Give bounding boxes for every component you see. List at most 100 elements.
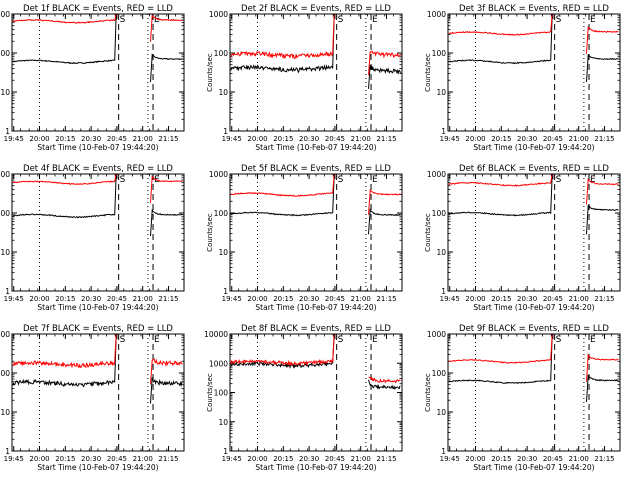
y-tick-label: 10: [218, 88, 228, 97]
x-tick-label: 20:30: [517, 455, 537, 463]
marker-label: S: [338, 175, 344, 185]
x-tick-label: 20:30: [299, 295, 319, 303]
y-tick-label: 10: [0, 248, 10, 257]
x-axis-label: Start Time (10-Feb-07 19:44:20): [37, 143, 158, 152]
x-tick-label: 20:00: [247, 455, 267, 463]
plot-frame: [229, 13, 403, 132]
x-tick-label: 21:15: [158, 455, 178, 463]
series-line-events: [230, 173, 335, 217]
series-line-events: [368, 207, 401, 235]
x-tick-label: 21:00: [351, 455, 371, 463]
plot-title: Det 5f BLACK = Events, RED = LLD: [241, 164, 391, 174]
y-tick-label: 1000: [427, 10, 446, 19]
plot-title: Det 1f BLACK = Events, RED = LLD: [23, 4, 173, 14]
x-tick-label: 21:00: [351, 135, 371, 143]
x-tick-label: 21:15: [376, 135, 396, 143]
plot-frame: [229, 173, 403, 292]
x-tick-label: 20:45: [107, 455, 127, 463]
x-tick-label: 19:45: [4, 295, 24, 303]
series-line-events: [368, 64, 401, 89]
x-tick-label: 20:15: [491, 295, 511, 303]
x-tick-label: 19:45: [440, 295, 460, 303]
series-line-lld: [448, 173, 553, 187]
series-line-lld: [368, 376, 401, 384]
marker-label: E: [372, 335, 378, 345]
plot-frame: [229, 333, 403, 452]
y-axis-label: Counts/sec: [424, 213, 432, 252]
plot-title: Det 9f BLACK = Events, RED = LLD: [459, 324, 609, 334]
y-tick-label: 1: [223, 447, 228, 456]
y-tick-label: 1: [5, 287, 10, 296]
x-tick-label: 20:00: [29, 295, 49, 303]
x-tick-label: 20:15: [55, 455, 75, 463]
series-line-lld: [150, 358, 183, 385]
detector-plot-1: Det 1f BLACK = Events, RED = LLDCounts/s…: [0, 4, 185, 152]
series-line-lld: [150, 13, 183, 42]
plot-frame: [447, 333, 621, 452]
y-axis-label: Counts/sec: [206, 373, 214, 412]
y-tick-label: 100: [0, 49, 10, 58]
y-tick-label: 1000: [209, 359, 228, 368]
x-axis-label: Start Time (10-Feb-07 19:44:20): [473, 303, 594, 312]
y-tick-label: 1: [441, 287, 446, 296]
y-tick-label: 10: [436, 408, 446, 417]
detector-plot-3: Det 3f BLACK = Events, RED = LLD Counts/s…: [424, 4, 621, 152]
x-tick-label: 20:15: [273, 455, 293, 463]
y-tick-label: 1: [5, 447, 10, 456]
x-tick-label: 20:15: [491, 455, 511, 463]
y-tick-label: 10: [0, 408, 10, 417]
y-axis-label: Counts/sec: [206, 213, 214, 252]
x-tick-label: 20:30: [81, 135, 101, 143]
series-line-lld: [586, 353, 619, 382]
x-tick-label: 20:00: [465, 455, 485, 463]
marker-label: S: [556, 335, 562, 345]
detector-plot-4: Det 4f BLACK = Events, RED = LLDCounts/s…: [0, 164, 185, 312]
plot-title: Det 8f BLACK = Events, RED = LLD: [241, 324, 391, 334]
x-tick-label: 20:15: [273, 135, 293, 143]
x-tick-label: 20:00: [247, 295, 267, 303]
series-line-lld: [12, 13, 117, 24]
x-tick-label: 20:00: [29, 455, 49, 463]
marker-label: S: [120, 175, 126, 185]
series-line-lld: [230, 173, 335, 197]
detector-plot-2: Det 2f BLACK = Events, RED = LLD Counts/s…: [206, 4, 403, 152]
x-tick-label: 21:00: [133, 135, 153, 143]
marker-label: E: [154, 335, 160, 345]
series-line-lld: [12, 333, 117, 369]
y-tick-label: 1000: [0, 170, 10, 179]
y-axis-label: Counts/sec: [424, 373, 432, 412]
y-tick-label: 100: [0, 369, 10, 378]
x-axis-label: Start Time (10-Feb-07 19:44:20): [37, 463, 158, 472]
y-tick-label: 1000: [0, 330, 10, 339]
y-tick-label: 100: [214, 389, 229, 398]
marker-label: S: [556, 15, 562, 25]
y-tick-label: 100: [432, 49, 447, 58]
x-tick-label: 21:15: [158, 295, 178, 303]
detector-plot-9: Det 9f BLACK = Events, RED = LLD Counts/s…: [424, 324, 621, 472]
x-tick-label: 20:45: [543, 135, 563, 143]
x-tick-label: 19:45: [222, 295, 242, 303]
x-tick-label: 21:00: [569, 135, 589, 143]
y-axis-label: Counts/sec: [424, 53, 432, 92]
marker-label: S: [338, 335, 344, 345]
x-tick-label: 20:45: [543, 295, 563, 303]
plot-frame: [11, 13, 185, 132]
marker-label: E: [372, 175, 378, 185]
y-tick-label: 100: [432, 369, 447, 378]
series-line-events: [586, 204, 619, 235]
x-tick-label: 19:45: [4, 135, 24, 143]
marker-label: E: [590, 335, 596, 345]
series-line-lld: [368, 188, 401, 215]
y-tick-label: 10: [218, 418, 228, 427]
series-line-events: [448, 173, 553, 217]
series-line-lld: [12, 173, 117, 186]
marker-label: S: [120, 335, 126, 345]
marker-label: S: [120, 15, 126, 25]
x-tick-label: 20:45: [325, 135, 345, 143]
x-axis-label: Start Time (10-Feb-07 19:44:20): [255, 463, 376, 472]
y-tick-label: 10: [436, 248, 446, 257]
plot-title: Det 2f BLACK = Events, RED = LLD: [241, 4, 391, 14]
x-tick-label: 19:45: [222, 135, 242, 143]
x-tick-label: 19:45: [4, 455, 24, 463]
y-tick-label: 1: [223, 127, 228, 136]
